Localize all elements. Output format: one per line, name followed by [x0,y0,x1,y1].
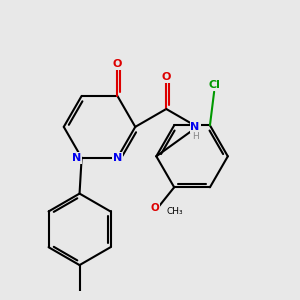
Text: N: N [113,153,122,163]
Text: O: O [162,72,171,82]
Text: O: O [113,59,122,69]
Text: O: O [151,203,160,213]
Text: N: N [190,122,200,132]
Text: N: N [72,153,81,163]
Text: H: H [192,132,199,141]
Text: Cl: Cl [208,80,220,90]
Text: CH₃: CH₃ [167,207,183,216]
